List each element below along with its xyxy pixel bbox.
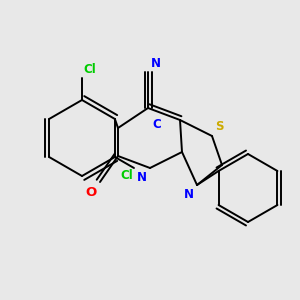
Text: Cl: Cl	[120, 169, 133, 182]
Text: S: S	[215, 120, 224, 133]
Text: N: N	[137, 171, 147, 184]
Text: N: N	[184, 188, 194, 201]
Text: Cl: Cl	[83, 63, 96, 76]
Text: C: C	[152, 118, 161, 131]
Text: O: O	[86, 186, 97, 199]
Text: N: N	[151, 57, 161, 70]
